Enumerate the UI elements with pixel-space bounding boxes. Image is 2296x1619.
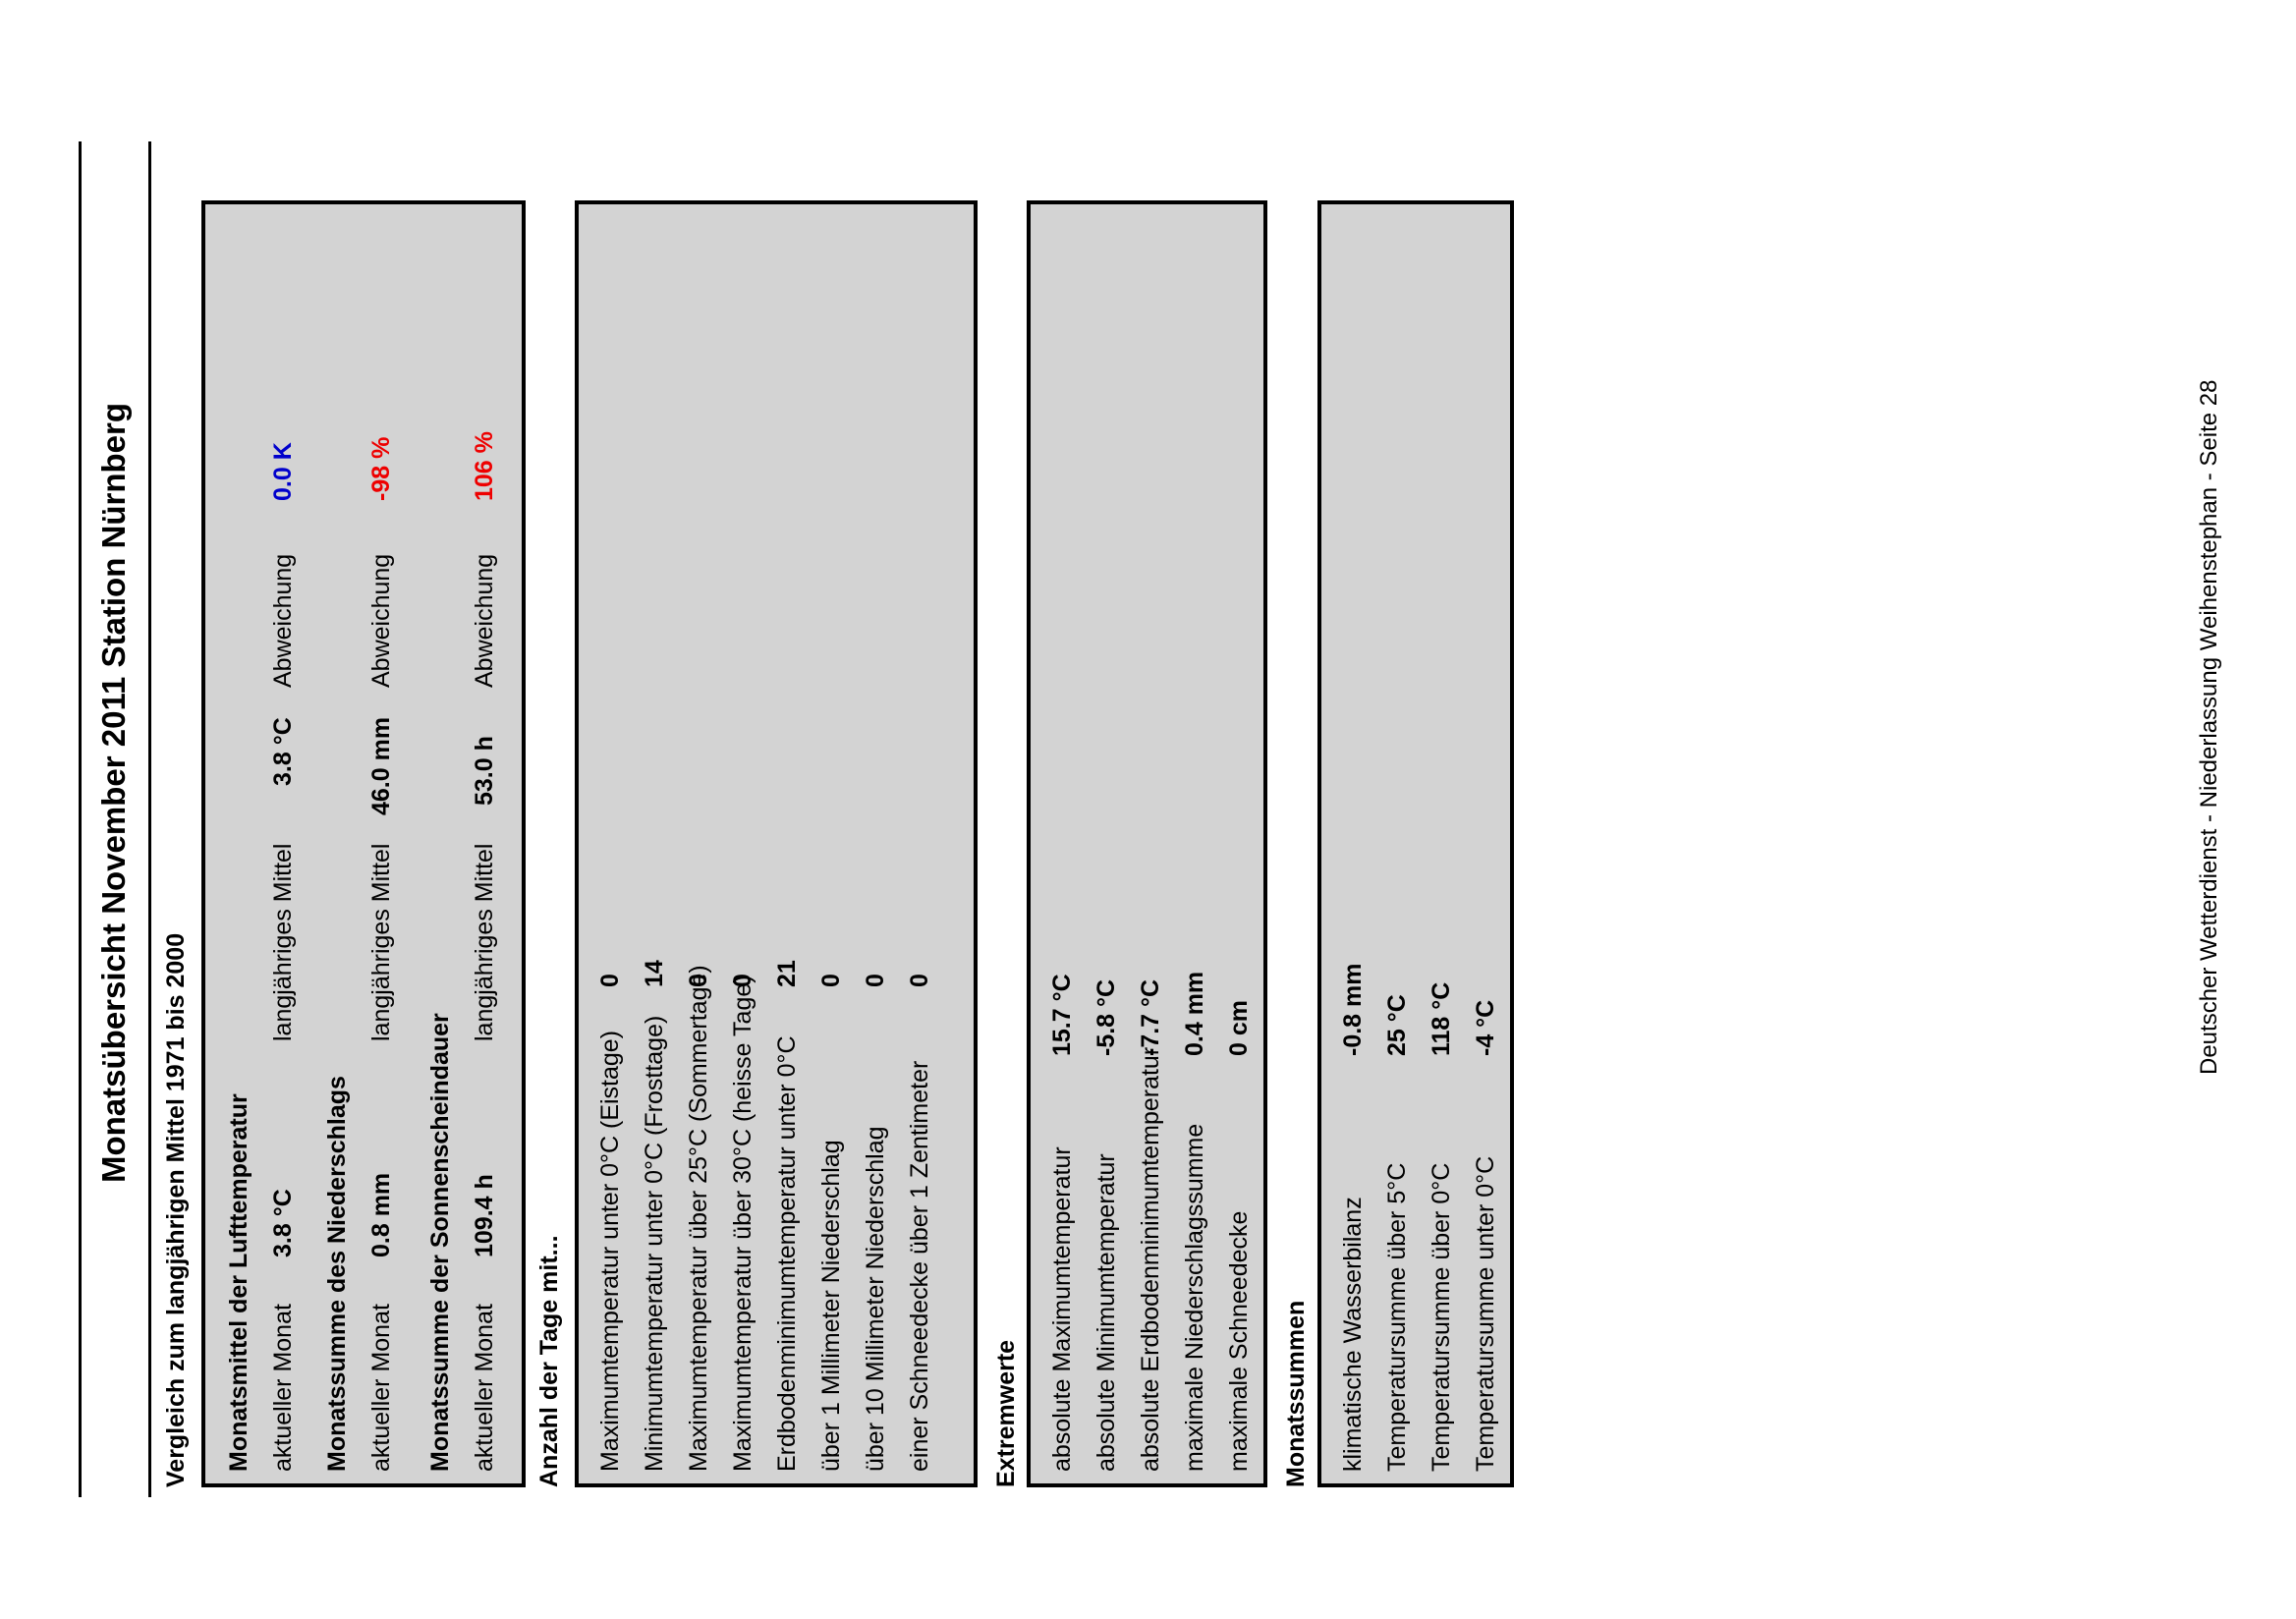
current-label-temperature: aktueller Monat <box>269 1304 297 1472</box>
extremes-row-value: 0.4 mm <box>1181 971 1208 1056</box>
sums-row-label: Temperatursumme über 0°C <box>1428 1162 1455 1472</box>
days-row-value: 14 <box>641 960 668 987</box>
mean-value-sunshine: 53.0 h <box>471 736 498 806</box>
days-row-value: 0 <box>596 974 624 987</box>
extremes-row-label: maximale Schneedecke <box>1225 1210 1253 1472</box>
rotated-report: Monatsübersicht November 2011 Station Nü… <box>25 112 2274 1507</box>
dev-label-precipitation: Abweichung <box>367 553 395 688</box>
section-heading-temperature: Monatsmittel der Lufttemperatur <box>225 1093 252 1472</box>
extremes-heading: Extremwerte <box>992 1339 1020 1487</box>
sums-heading: Monatssummen <box>1282 1300 1310 1487</box>
current-value-sunshine: 109.4 h <box>471 1174 498 1257</box>
extremes-box: absolute Maximumtemperatur 15.7 °C absol… <box>1027 200 1267 1487</box>
sums-row-value: -4 °C <box>1472 999 1499 1056</box>
days-row-label: Maximumtemperatur über 25°C (Sommertage) <box>685 965 712 1472</box>
section-heading-sunshine: Monatssumme der Sonnenscheindauer <box>426 1013 454 1472</box>
sums-row-label: Temperatursumme über 5°C <box>1383 1162 1411 1472</box>
extremes-row-label: absolute Erdbodenminimumtemperatur <box>1137 1046 1164 1472</box>
sums-row-value: 118 °C <box>1428 981 1455 1056</box>
days-row-label: über 1 Millimeter Niederschlag <box>817 1140 845 1472</box>
days-row-value: 21 <box>773 960 801 987</box>
days-row-value: 0 <box>729 974 756 987</box>
days-row-label: über 10 Millimeter Niederschlag <box>862 1126 889 1472</box>
days-row-label: Maximumtemperatur unter 0°C (Eistage) <box>596 1030 624 1472</box>
extremes-row-value: -7.7 °C <box>1137 978 1164 1056</box>
sums-row-label: klimatische Wasserbilanz <box>1339 1197 1367 1472</box>
section-heading-precipitation: Monatssumme des Niederschlags <box>323 1076 351 1472</box>
days-heading: Anzahl der Tage mit... <box>535 1235 563 1487</box>
extremes-row-value: 15.7 °C <box>1048 974 1076 1056</box>
dev-value-temperature: 0.0 K <box>269 442 297 501</box>
extremes-row-label: absolute Maximumtemperatur <box>1048 1146 1076 1472</box>
comparison-box: Monatsmittel der Lufttemperatur aktuelle… <box>201 200 526 1487</box>
current-value-temperature: 3.8 °C <box>269 1189 297 1257</box>
dev-value-sunshine: 106 % <box>471 431 498 501</box>
title-rule-top <box>79 141 82 1497</box>
extremes-row-value: 0 cm <box>1225 1000 1253 1056</box>
current-value-precipitation: 0.8 mm <box>367 1172 395 1257</box>
days-row-label: Minimumtemperatur unter 0°C (Frosttage) <box>641 1015 668 1472</box>
sums-row-value: 25 °C <box>1383 994 1411 1056</box>
mean-label-sunshine: langjähriges Mittel <box>471 843 498 1042</box>
current-label-sunshine: aktueller Monat <box>471 1304 498 1472</box>
days-box: Maximumtemperatur unter 0°C (Eistage) 0 … <box>575 200 978 1487</box>
mean-value-precipitation: 46.0 mm <box>367 716 395 815</box>
mean-label-temperature: langjähriges Mittel <box>269 843 297 1042</box>
mean-value-temperature: 3.8 °C <box>269 717 297 786</box>
page-footer: Deutscher Wetterdienst - Niederlassung W… <box>2196 379 2222 1076</box>
extremes-row-value: -5.8 °C <box>1092 978 1120 1056</box>
current-label-precipitation: aktueller Monat <box>367 1304 395 1472</box>
days-row-value: 0 <box>906 974 933 987</box>
sums-box: klimatische Wasserbilanz -0.8 mm Tempera… <box>1317 200 1514 1487</box>
dev-label-sunshine: Abweichung <box>471 553 498 688</box>
page-subtitle: Vergleich zum langjährigen Mittel 1971 b… <box>162 932 190 1487</box>
mean-label-precipitation: langjähriges Mittel <box>367 843 395 1042</box>
dev-label-temperature: Abweichung <box>269 553 297 688</box>
extremes-row-label: maximale Niederschlagssumme <box>1181 1123 1208 1472</box>
dev-value-precipitation: -98 % <box>367 436 395 501</box>
sums-row-value: -0.8 mm <box>1339 963 1367 1056</box>
title-rule-bottom <box>148 141 151 1497</box>
days-row-label: einer Schneedecke über 1 Zentimeter <box>906 1060 933 1472</box>
page-title: Monatsübersicht November 2011 Station Nü… <box>95 402 132 1183</box>
days-row-value: 0 <box>862 974 889 987</box>
days-row-value: 0 <box>817 974 845 987</box>
sums-row-label: Temperatursumme unter 0°C <box>1472 1155 1499 1472</box>
days-row-value: 0 <box>685 974 712 987</box>
days-row-label: Maximumtemperatur über 30°C (heisse Tage… <box>729 975 756 1472</box>
days-row-label: Erdbodenminimumtemperatur unter 0°C <box>773 1035 801 1472</box>
extremes-row-label: absolute Minimumtemperatur <box>1092 1153 1120 1472</box>
